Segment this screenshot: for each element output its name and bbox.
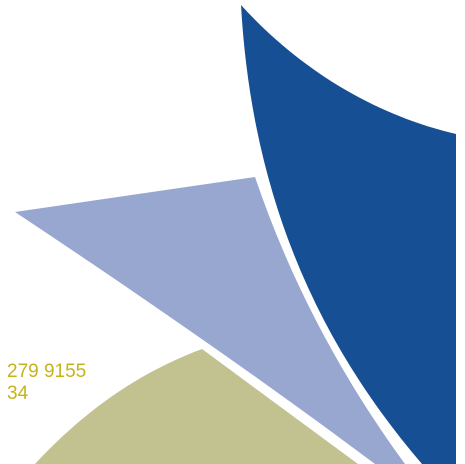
phone-number-text: 279 9155 34 bbox=[7, 361, 86, 405]
olive-shape bbox=[35, 349, 358, 464]
dark-blue-blade bbox=[241, 5, 456, 464]
phone-line-1: 279 9155 bbox=[7, 361, 87, 382]
phone-line-2: 34 bbox=[7, 383, 29, 404]
light-blue-triangle bbox=[15, 177, 405, 464]
